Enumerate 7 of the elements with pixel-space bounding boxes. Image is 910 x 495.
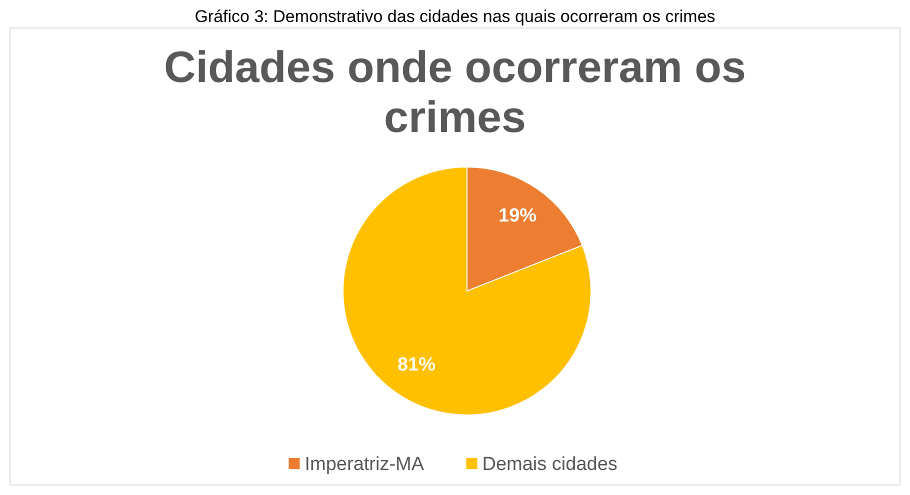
pie-slice (342, 166, 592, 416)
data-label: 19% (498, 206, 537, 227)
text: Gráfico 3: Demonstrativo das cidades nas quais ocorreram os crimes (194, 7, 716, 26)
legend-label: Demais cidades (482, 454, 618, 476)
chart-title: Cidades onde ocorreram os crimes (164, 43, 746, 142)
data-label: 81% (397, 354, 436, 376)
legend-label: Imperatriz-MA (304, 454, 424, 476)
